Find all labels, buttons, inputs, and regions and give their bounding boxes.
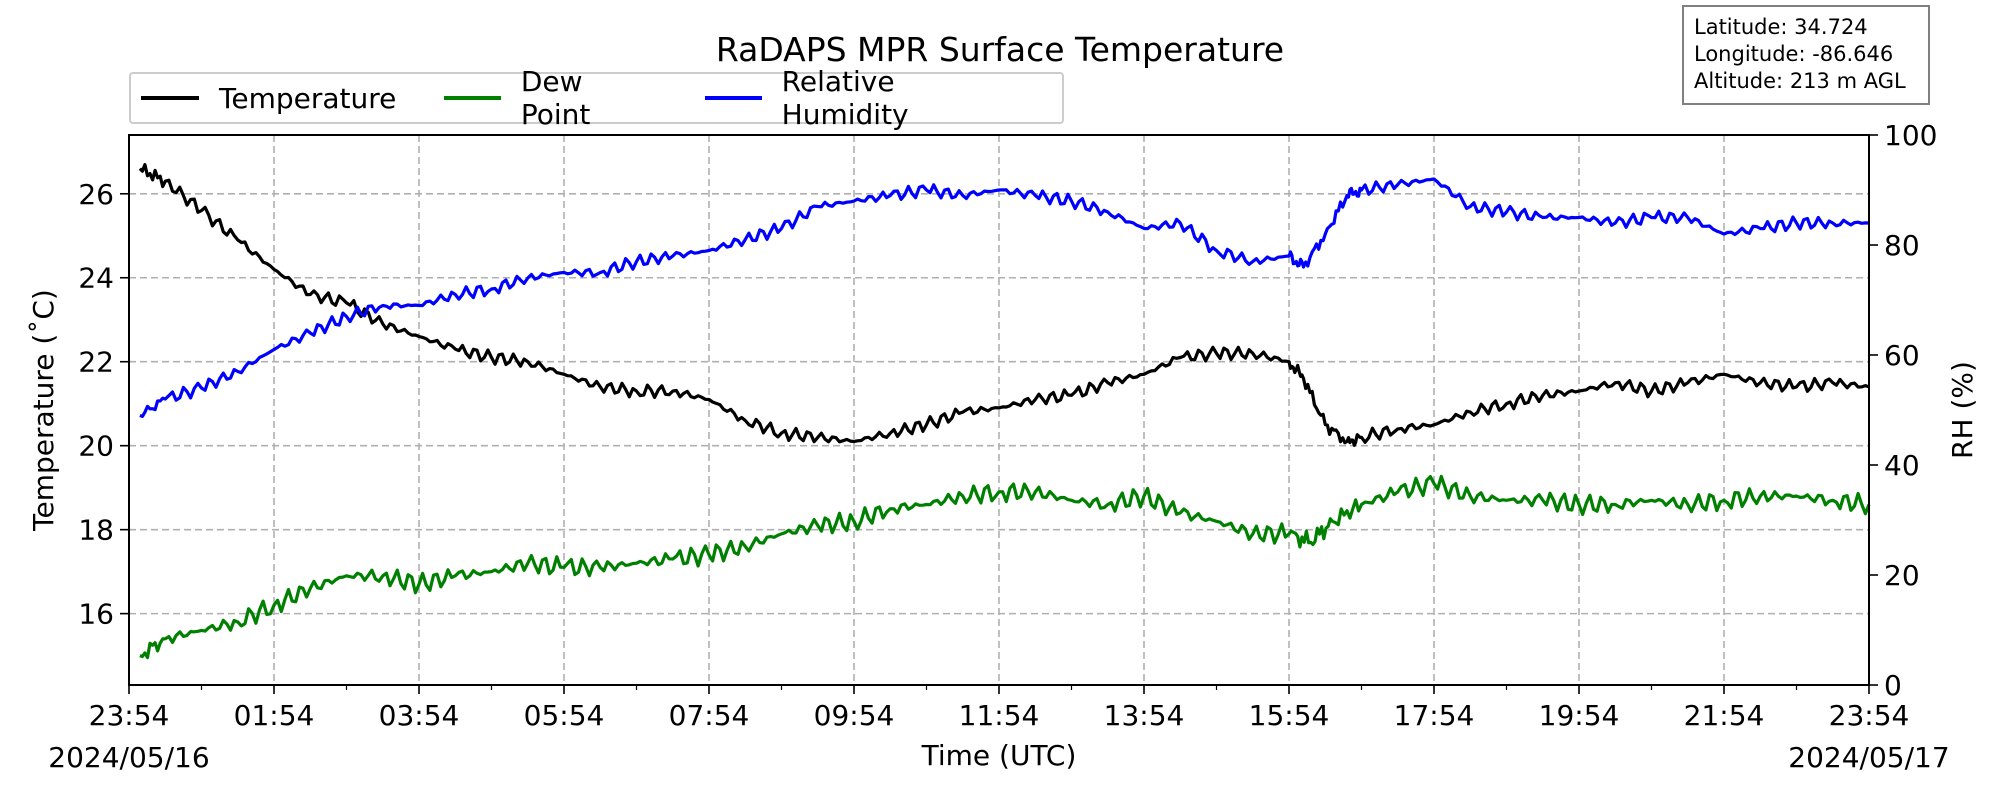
legend-swatch-dew-point (444, 96, 501, 100)
x-tick-label: 23:54 (89, 699, 170, 732)
legend-label-temperature: Temperature (219, 81, 397, 115)
end-date-label: 2024/05/17 (1788, 741, 1949, 774)
x-tick-label: 11:54 (959, 699, 1040, 732)
legend-swatch-temperature (141, 96, 199, 100)
x-tick-label: 09:54 (814, 699, 895, 732)
y-left-tick-label: 20 (78, 430, 114, 463)
series-layer (138, 163, 1871, 660)
y-right-tick-label: 20 (1884, 559, 1920, 592)
legend-swatch-relative-humidity (705, 96, 762, 100)
x-tick-label: 13:54 (1104, 699, 1185, 732)
x-tick-label: 17:54 (1394, 699, 1475, 732)
legend-item-dew-point: Dew Point (444, 65, 657, 131)
legend-item-relative-humidity: Relative Humidity (705, 65, 1024, 131)
longitude-text: Longitude: -86.646 (1694, 42, 1894, 66)
y-left-tick-label: 24 (78, 262, 114, 295)
y-right-tick-label: 40 (1884, 449, 1920, 482)
legend-item-temperature: Temperature (141, 82, 396, 115)
y-right-tick-label: 0 (1884, 669, 1902, 702)
y-left-tick-label: 22 (78, 346, 114, 379)
altitude-text: Altitude: 213 m AGL (1694, 69, 1906, 93)
x-tick-label: 21:54 (1684, 699, 1765, 732)
legend-label-dew-point: Dew Point (520, 65, 591, 131)
grid-layer (129, 135, 1869, 685)
x-tick-label: 19:54 (1539, 699, 1620, 732)
series-line-temperature (138, 163, 1870, 447)
y-right-tick-label: 80 (1884, 229, 1920, 262)
y-right-tick-label: 100 (1884, 119, 1937, 152)
x-tick-label: 23:54 (1829, 699, 1910, 732)
y-left-tick-label: 16 (78, 598, 114, 631)
chart-title: RaDAPS MPR Surface Temperature (716, 30, 1284, 69)
legend-label-relative-humidity: Relative Humidity (781, 65, 909, 131)
x-axis-label: Time (UTC) (921, 739, 1077, 772)
latitude-text: Latitude: 34.724 (1694, 15, 1868, 39)
chart-legend: Temperature Dew Point Relative Humidity (129, 65, 1064, 131)
y-axis-right-label: RH (%) (1946, 361, 1979, 459)
y-left-tick-label: 18 (78, 514, 114, 547)
y-right-tick-label: 60 (1884, 339, 1920, 372)
x-tick-label: 05:54 (524, 699, 605, 732)
x-tick-label: 15:54 (1249, 699, 1330, 732)
y-axis-left-label: Temperature (˚C) (27, 289, 60, 532)
axis-ticks-layer: 23:54 01:54 03:54 05:54 07:54 09:54 11:54 13:54… (78, 119, 1937, 732)
series-line-dew-point (139, 474, 1871, 660)
series-line-relative-humidity (139, 177, 1870, 418)
x-tick-label: 07:54 (669, 699, 750, 732)
y-left-tick-label: 26 (78, 178, 114, 211)
location-info-box: Latitude: 34.724 Longitude: -86.646 Alti… (1682, 5, 1930, 105)
x-tick-label: 01:54 (234, 699, 315, 732)
start-date-label: 2024/05/16 (48, 741, 209, 774)
x-tick-label: 03:54 (379, 699, 460, 732)
